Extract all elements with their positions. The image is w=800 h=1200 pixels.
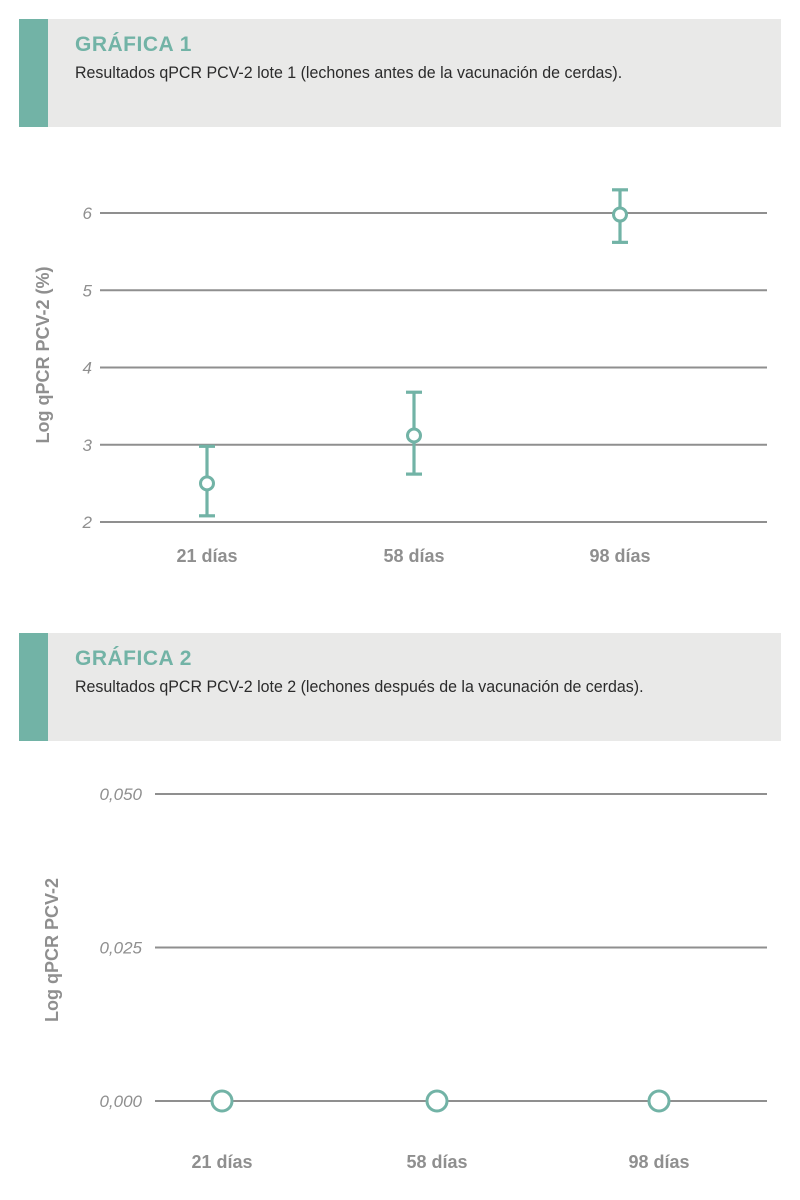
chart2-data-point (425, 1089, 449, 1113)
chart1-header: GRÁFICA 1 Resultados qPCR PCV-2 lote 1 (… (19, 19, 781, 127)
chart1-data-point (612, 206, 628, 223)
chart2-category-label: 98 días (628, 1152, 689, 1172)
chart2-data-point (210, 1089, 234, 1113)
chart2-label: GRÁFICA 2 (75, 647, 192, 670)
chart1-category-label: 21 días (176, 546, 237, 566)
chart1-ylabel: Log qPCR PCV-2 (%) (33, 266, 53, 443)
chart2-category-label: 21 días (191, 1152, 252, 1172)
chart1-ytick-label: 2 (82, 513, 93, 532)
chart2-ytick-labels: 0,000 0,025 0,050 (99, 785, 142, 1111)
chart2-points (210, 1089, 671, 1113)
chart1-plot: 2 3 4 5 6 21 días 58 días 98 días Log qPCR PCV… (33, 188, 767, 566)
chart2-gridlines (155, 793, 767, 1102)
chart1-ytick-label: 6 (83, 204, 93, 223)
chart1-ytick-label: 4 (83, 359, 92, 378)
chart2-ytick-label: 0,000 (99, 1092, 142, 1111)
chart2-category-labels: 21 días 58 días 98 días (191, 1152, 689, 1172)
chart2-data-point (647, 1089, 671, 1113)
chart2-ylabel: Log qPCR PCV-2 (42, 878, 62, 1022)
chart1-ytick-labels: 2 3 4 5 6 (82, 204, 93, 532)
chart1-label: GRÁFICA 1 (75, 33, 192, 56)
chart2-header-accent-bar (19, 633, 48, 741)
chart1-data-point (199, 475, 215, 492)
chart2-subtitle: Resultados qPCR PCV-2 lote 2 (lechones d… (75, 677, 644, 696)
chart1-data-point (406, 427, 422, 444)
chart2-ytick-label: 0,025 (99, 939, 142, 958)
chart2-ytick-label: 0,050 (99, 785, 142, 804)
chart2-category-label: 58 días (406, 1152, 467, 1172)
chart1-category-label: 58 días (383, 546, 444, 566)
chart1-gridlines (100, 212, 767, 523)
chart2-plot: 0,000 0,025 0,050 21 días 58 días 98 días Lo… (42, 785, 767, 1172)
chart1-ytick-label: 5 (83, 281, 93, 300)
chart1-points (199, 206, 628, 492)
chart1-error-bars (199, 188, 628, 518)
chart1-subtitle: Resultados qPCR PCV-2 lote 1 (lechones a… (75, 63, 623, 82)
chart1-header-accent-bar (19, 19, 48, 127)
chart2-header: GRÁFICA 2 Resultados qPCR PCV-2 lote 2 (… (19, 633, 781, 741)
chart1-category-label: 98 días (589, 546, 650, 566)
chart1-ytick-label: 3 (83, 436, 93, 455)
chart1-category-labels: 21 días 58 días 98 días (176, 546, 650, 566)
